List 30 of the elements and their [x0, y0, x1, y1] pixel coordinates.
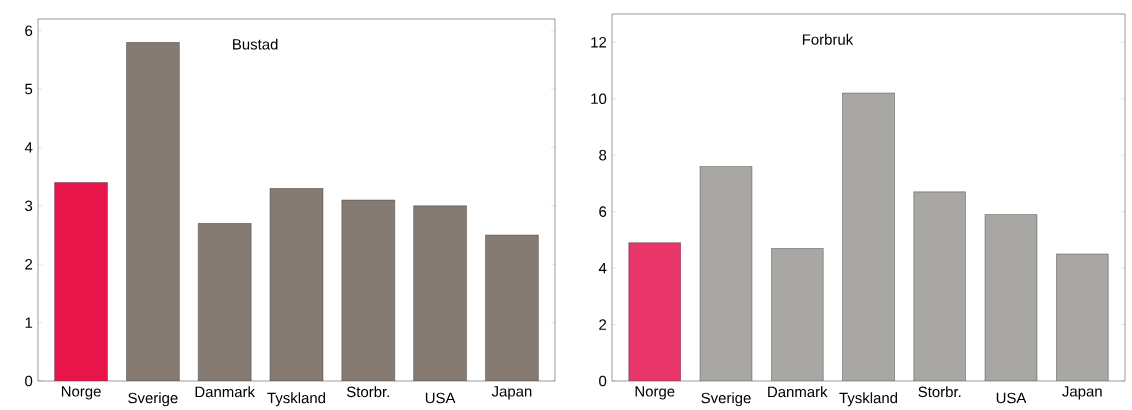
x-tick-label: Storbr.: [918, 386, 961, 398]
y-tick-label: 6: [25, 25, 33, 36]
x-tick-label: Danmark: [195, 386, 256, 398]
text: Bustad: [233, 38, 278, 50]
x-tick-label: USA: [996, 392, 1027, 404]
x-tick-label: USA: [425, 392, 456, 404]
y-tick-label: 4: [598, 262, 607, 274]
x-tick-label: Norge: [635, 386, 675, 400]
x-tick-label: Sverige: [128, 392, 178, 407]
y-tick-label: 3: [25, 200, 33, 212]
x-tick-label: Storbr.: [346, 386, 389, 398]
x-tick-label: Japan: [491, 386, 532, 400]
y-tick-label: 4: [24, 142, 33, 153]
y-tick-label: 2: [599, 319, 607, 330]
y-tick-label: 12: [591, 37, 607, 48]
y-tick-label: 6: [599, 206, 607, 217]
y-tick-label: 1: [25, 317, 33, 328]
x-tick-label: Japan: [1062, 386, 1102, 400]
x-tick-label: Danmark: [768, 386, 828, 398]
x-tick-label: Tyskland: [839, 392, 898, 407]
y-tick-label: 0: [25, 375, 33, 387]
y-tick-label: 5: [25, 83, 33, 95]
y-tick-label: 2: [25, 259, 33, 270]
x-tick-label: Sverige: [701, 392, 751, 407]
text: Forbruk: [802, 33, 854, 45]
x-tick-label: Norge: [61, 386, 101, 400]
y-tick-label: 0: [599, 375, 607, 387]
y-tick-label: 10: [591, 93, 607, 104]
x-tick-label: Tyskland: [267, 392, 326, 407]
y-tick-label: 8: [599, 149, 607, 161]
